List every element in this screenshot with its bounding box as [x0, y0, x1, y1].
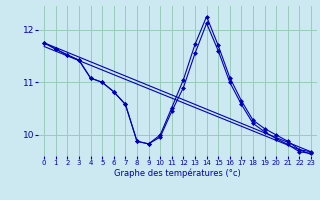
X-axis label: Graphe des températures (°c): Graphe des températures (°c) — [114, 169, 241, 178]
